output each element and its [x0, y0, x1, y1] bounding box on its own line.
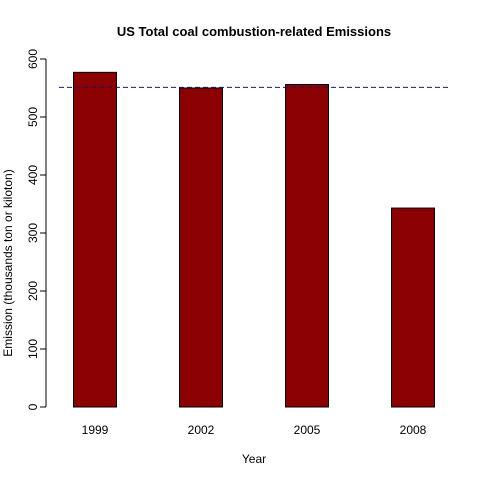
- plot-area: 0 100 200 300 400 500 600 1999 2002 2005 2008: [26, 49, 449, 437]
- y-tick-label-300: 300: [26, 223, 40, 243]
- bar-2008: [391, 207, 435, 408]
- x-tick-label-2002: 2002: [188, 423, 215, 437]
- x-tick-label-2008: 2008: [400, 423, 427, 437]
- bar-2005: [285, 84, 329, 408]
- x-tick-label-1999: 1999: [82, 423, 109, 437]
- chart-title: US Total coal combustion-related Emissio…: [117, 24, 391, 39]
- y-tick-label-200: 200: [26, 281, 40, 301]
- y-axis-label: Emission (thousands ton or kiloton): [1, 169, 15, 356]
- x-axis-label: Year: [242, 452, 266, 466]
- y-tick-label-0: 0: [26, 403, 40, 410]
- y-tick-label-400: 400: [26, 165, 40, 185]
- bar-2002: [179, 87, 223, 408]
- y-tick-label-600: 600: [26, 49, 40, 69]
- y-tick-label-500: 500: [26, 107, 40, 127]
- x-tick-label-2005: 2005: [294, 423, 321, 437]
- y-tick-label-100: 100: [26, 339, 40, 359]
- bar-1999: [73, 71, 117, 408]
